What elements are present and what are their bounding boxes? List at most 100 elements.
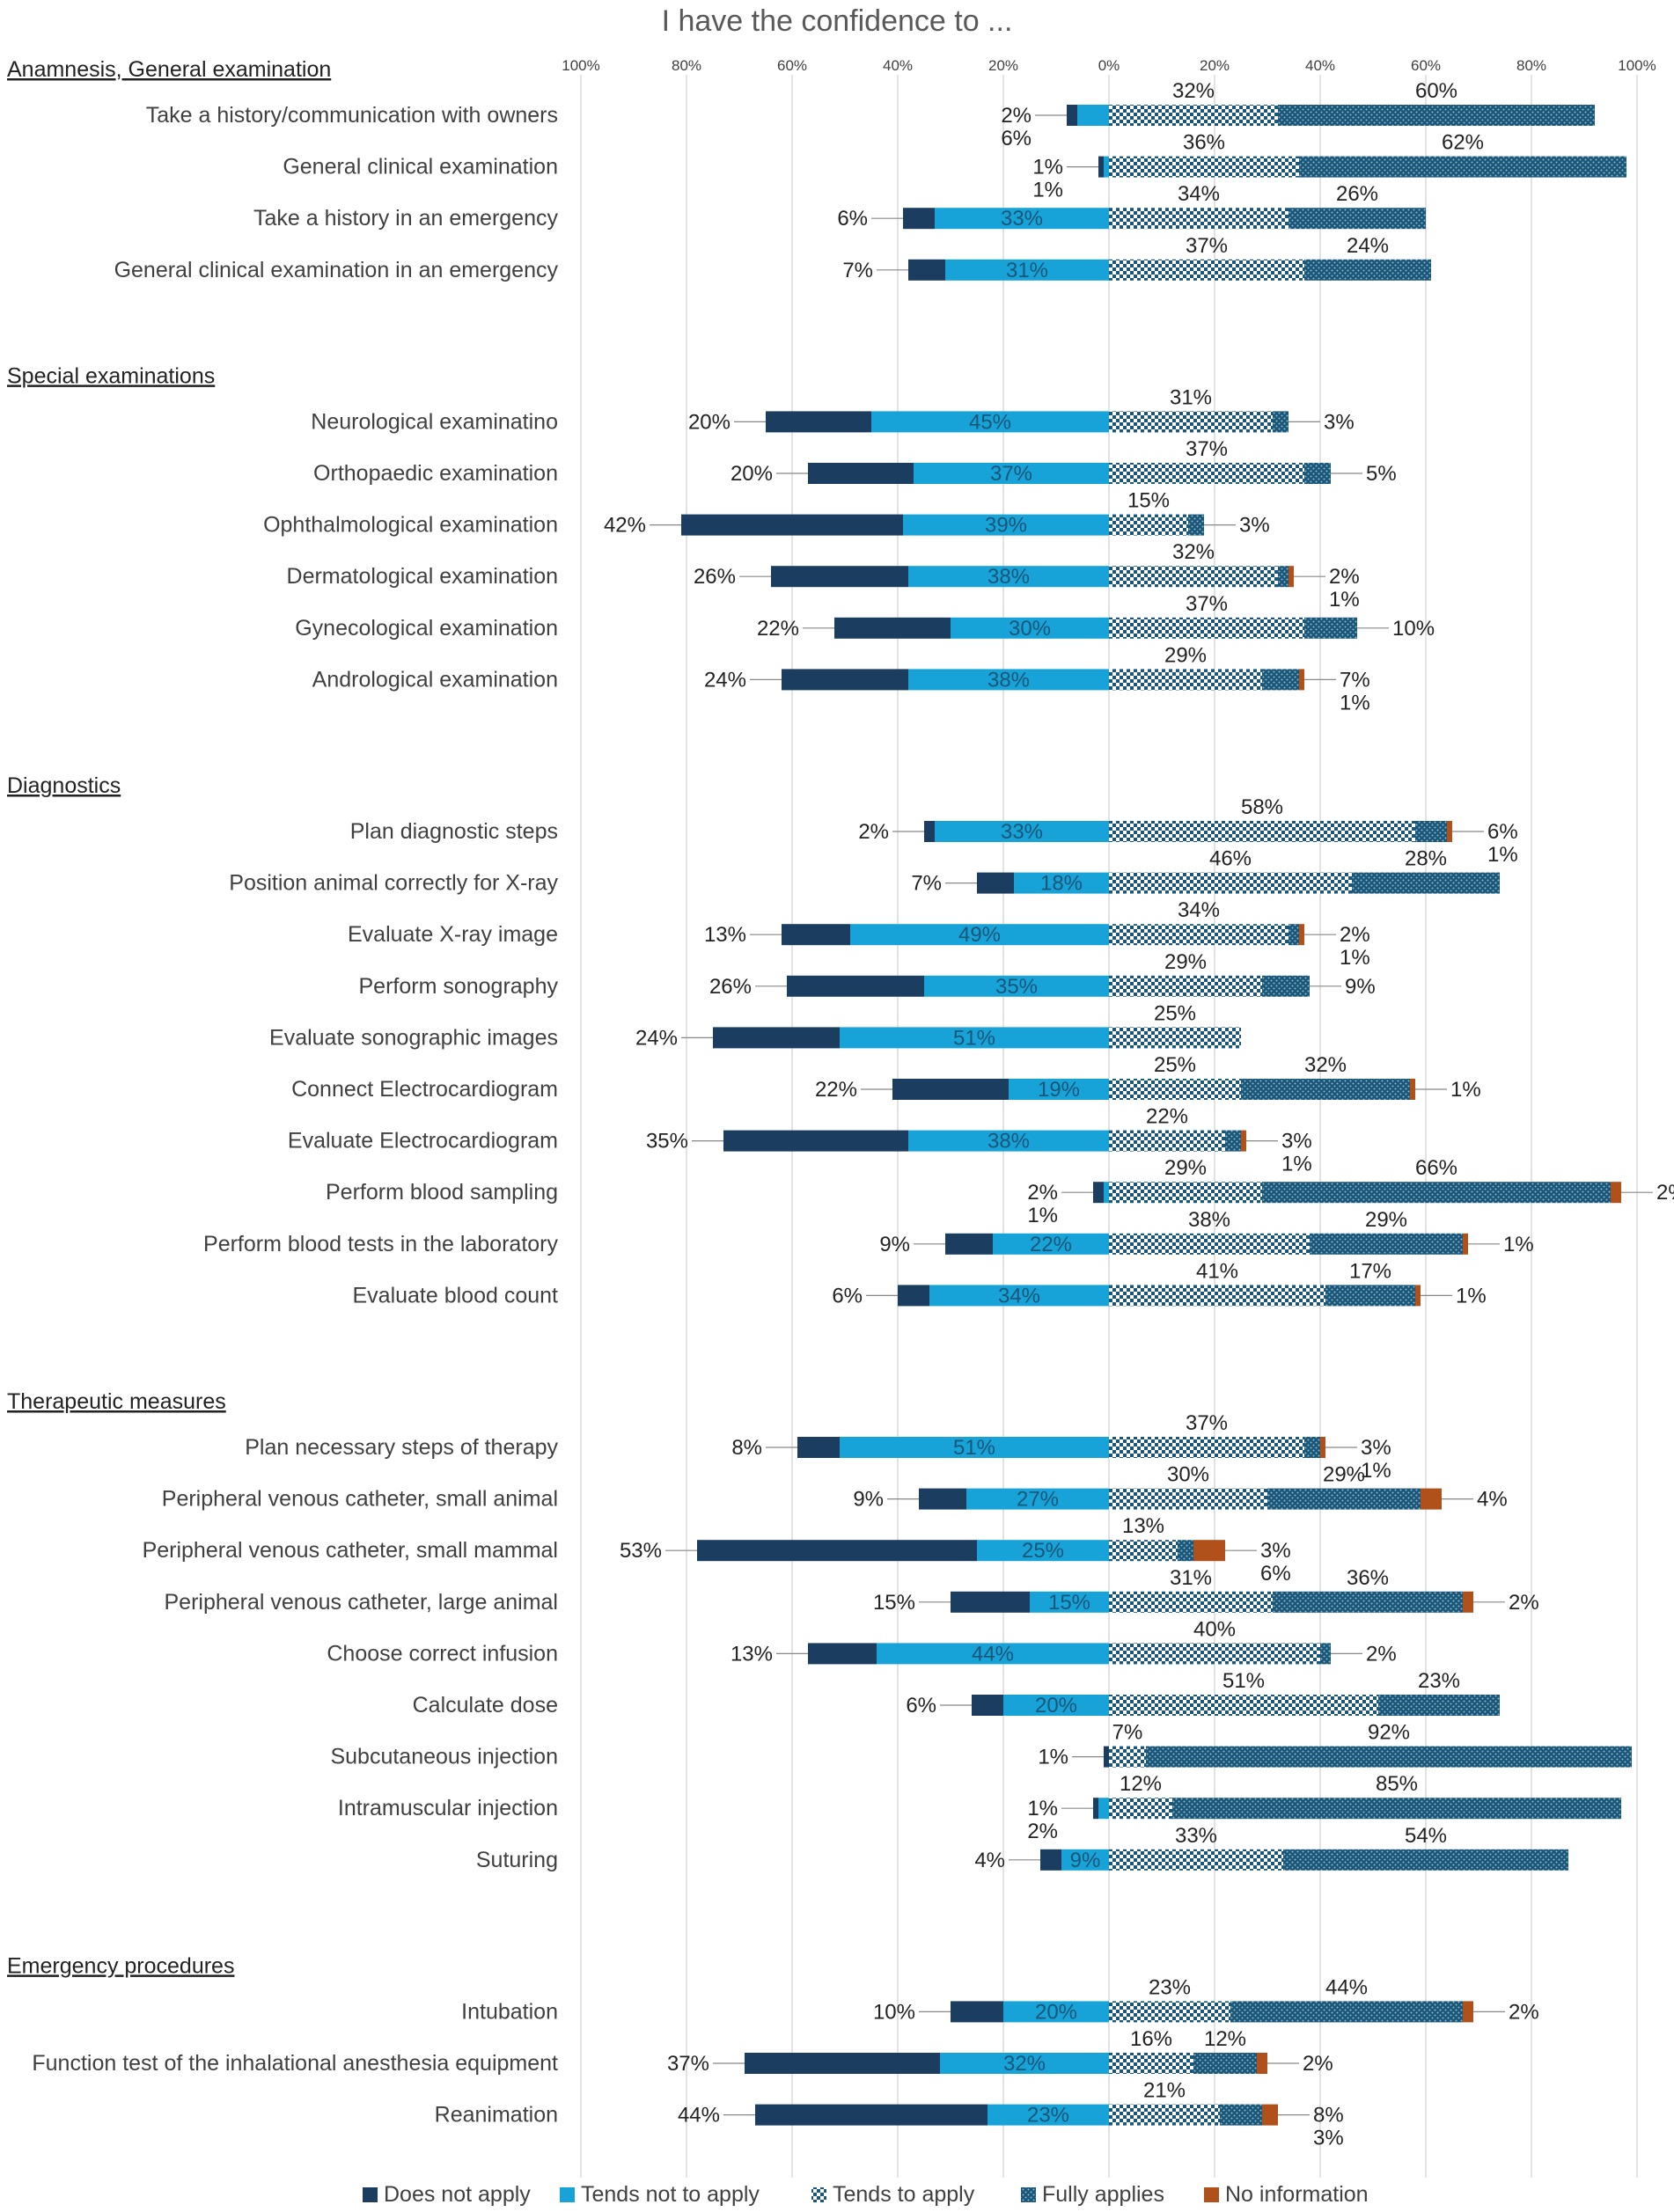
category-label: Connect Electrocardiogram xyxy=(291,1077,558,1102)
bar-evaluate-sonographic-images-does-not-apply xyxy=(713,1027,840,1049)
data-label-tends-not: 34% xyxy=(998,1284,1040,1307)
tick-label: 60% xyxy=(777,57,807,74)
data-label-tends-to: 22% xyxy=(1146,1105,1188,1129)
bar-choose-correct-infusion-tends-to-apply xyxy=(1109,1643,1320,1665)
data-label-tends-not: 20% xyxy=(1035,1694,1077,1718)
bar-function-test-of-the-inhalational-anesthesia-equipment-no-information xyxy=(1257,2053,1267,2074)
category-label: General clinical examination in an emerg… xyxy=(114,258,559,282)
bar-evaluate-sonographic-images-tends-not-to-apply xyxy=(840,1027,1109,1049)
bar-function-test-of-the-inhalational-anesthesia-equipment-tends-to-apply xyxy=(1109,2053,1193,2074)
data-label-does-not: 26% xyxy=(694,565,736,589)
category-label: Plan necessary steps of therapy xyxy=(245,1435,558,1460)
bar-perform-blood-sampling-tends-to-apply xyxy=(1109,1182,1262,1204)
tick-label: 80% xyxy=(1516,57,1546,74)
bar-orthopaedic-examination-tends-not-to-apply xyxy=(914,463,1109,484)
data-label-fully: 3% xyxy=(1324,410,1355,434)
data-label-does-not: 9% xyxy=(853,1488,884,1512)
data-label-fully: 3% xyxy=(1260,1539,1291,1563)
data-label-fully: 3% xyxy=(1281,1130,1312,1154)
bar-connect-electrocardiogram-fully-applies xyxy=(1241,1079,1410,1100)
bar-function-test-of-the-inhalational-anesthesia-equipment-tends-not-to-apply xyxy=(940,2053,1109,2074)
data-label-no-info: 1% xyxy=(1456,1284,1487,1307)
legend-swatch xyxy=(363,2187,378,2202)
bar-subcutaneous-injection-does-not-apply xyxy=(1104,1746,1109,1768)
data-label-tends-to: 30% xyxy=(1167,1463,1209,1487)
bar-orthopaedic-examination-does-not-apply xyxy=(808,463,914,484)
data-label-tends-to: 37% xyxy=(1186,234,1228,258)
bar-general-clinical-examination-does-not-apply xyxy=(1098,156,1104,178)
bar-perform-sonography-does-not-apply xyxy=(787,975,924,997)
bar-choose-correct-infusion-tends-not-to-apply xyxy=(877,1643,1109,1665)
data-label-tends-not: 33% xyxy=(1001,820,1043,844)
data-label-does-not: 35% xyxy=(646,1130,688,1154)
bar-position-animal-correctly-for-x-ray-does-not-apply xyxy=(977,872,1014,894)
bar-plan-diagnostic-steps-tends-to-apply xyxy=(1109,821,1415,842)
legend: Does not apply Tends not to apply Tends to… xyxy=(363,2182,1369,2207)
bar-plan-necessary-steps-of-therapy-fully-applies xyxy=(1304,1437,1320,1458)
bar-intramuscular-injection-does-not-apply xyxy=(1093,1798,1098,1820)
data-label-tends-not: 39% xyxy=(985,514,1027,538)
bar-orthopaedic-examination-fully-applies xyxy=(1304,463,1331,484)
data-label-tends-to: 29% xyxy=(1164,1156,1207,1180)
bar-orthopaedic-examination-tends-to-apply xyxy=(1109,463,1304,484)
bar-perform-blood-sampling-no-information xyxy=(1611,1182,1621,1204)
bar-andrological-examination-no-information xyxy=(1299,669,1304,691)
bar-peripheral-venous-catheter-small-mammal-tends-to-apply xyxy=(1109,1540,1178,1562)
bar-evaluate-blood-count-tends-not-to-apply xyxy=(929,1285,1109,1307)
data-label-fully: 32% xyxy=(1304,1053,1347,1077)
data-label-no-info: 1% xyxy=(1340,691,1370,714)
data-label-fully: 2% xyxy=(1329,565,1360,589)
data-label-does-not: 7% xyxy=(911,872,942,896)
bar-gynecological-examination-tends-to-apply xyxy=(1109,617,1304,639)
bar-plan-necessary-steps-of-therapy-tends-not-to-apply xyxy=(840,1437,1109,1458)
category-label: Evaluate X-ray image xyxy=(348,922,558,947)
data-label-tends-to: 51% xyxy=(1222,1669,1265,1693)
data-label-tends-not: 27% xyxy=(1017,1488,1059,1512)
bar-dermatological-examination-no-information xyxy=(1289,566,1294,588)
bars xyxy=(681,105,1632,2126)
bar-ophthalmological-examination-tends-not-to-apply xyxy=(903,514,1109,536)
bar-peripheral-venous-catheter-small-animal-tends-to-apply xyxy=(1109,1488,1267,1510)
bar-peripheral-venous-catheter-small-mammal-tends-not-to-apply xyxy=(977,1540,1109,1562)
data-label-fully: 8% xyxy=(1313,2104,1344,2128)
data-label-fully: 6% xyxy=(1487,820,1518,844)
bar-perform-blood-tests-in-the-laboratory-does-not-apply xyxy=(945,1233,993,1255)
bar-general-clinical-examination-fully-applies xyxy=(1299,156,1626,178)
data-label-does-not: 15% xyxy=(873,1591,915,1615)
bar-connect-electrocardiogram-tends-not-to-apply xyxy=(1009,1079,1109,1100)
bar-position-animal-correctly-for-x-ray-tends-not-to-apply xyxy=(1014,872,1109,894)
data-label-does-not: 1% xyxy=(1027,1797,1058,1820)
data-label-tends-not: 38% xyxy=(988,1130,1030,1154)
bar-calculate-dose-fully-applies xyxy=(1378,1695,1500,1716)
bar-evaluate-blood-count-fully-applies xyxy=(1325,1285,1415,1307)
data-label-tends-not: 32% xyxy=(1003,2052,1046,2076)
bar-general-clinical-examination-tends-not-to-apply xyxy=(1104,156,1109,178)
data-label-fully: 2% xyxy=(1340,923,1370,947)
category-label: Take a history in an emergency xyxy=(253,206,559,231)
bar-position-animal-correctly-for-x-ray-fully-applies xyxy=(1352,872,1500,894)
data-label-does-not: 22% xyxy=(757,617,799,641)
bar-plan-necessary-steps-of-therapy-tends-to-apply xyxy=(1109,1437,1304,1458)
data-label-does-not: 44% xyxy=(678,2104,720,2128)
data-label-tends-not: 44% xyxy=(972,1642,1014,1666)
legend-label: Tends not to apply xyxy=(581,2182,760,2207)
bar-choose-correct-infusion-fully-applies xyxy=(1320,1643,1331,1665)
data-label-tends-not: 23% xyxy=(1027,2104,1069,2128)
data-label-tends-not: 30% xyxy=(1009,617,1051,641)
bar-peripheral-venous-catheter-small-animal-tends-not-to-apply xyxy=(966,1488,1109,1510)
data-label-fully: 60% xyxy=(1415,79,1457,103)
data-label-tends-to: 21% xyxy=(1143,2079,1186,2103)
data-label-does-not: 2% xyxy=(858,820,889,844)
group-heading: Emergency procedures xyxy=(7,1953,234,1978)
bar-perform-blood-tests-in-the-laboratory-no-information xyxy=(1463,1233,1468,1255)
category-label: Perform sonography xyxy=(358,974,558,999)
data-label-tends-not: 45% xyxy=(969,410,1011,434)
category-label: Function test of the inhalational anesth… xyxy=(32,2051,558,2076)
bar-evaluate-x-ray-image-fully-applies xyxy=(1289,924,1299,946)
bar-peripheral-venous-catheter-large-animal-does-not-apply xyxy=(951,1591,1030,1613)
data-label-no-info: 2% xyxy=(1509,2000,1539,2024)
bar-perform-sonography-tends-to-apply xyxy=(1109,975,1262,997)
bar-take-a-history-communication-with-owners-fully-applies xyxy=(1278,105,1595,126)
bar-suturing-tends-to-apply xyxy=(1109,1849,1283,1871)
